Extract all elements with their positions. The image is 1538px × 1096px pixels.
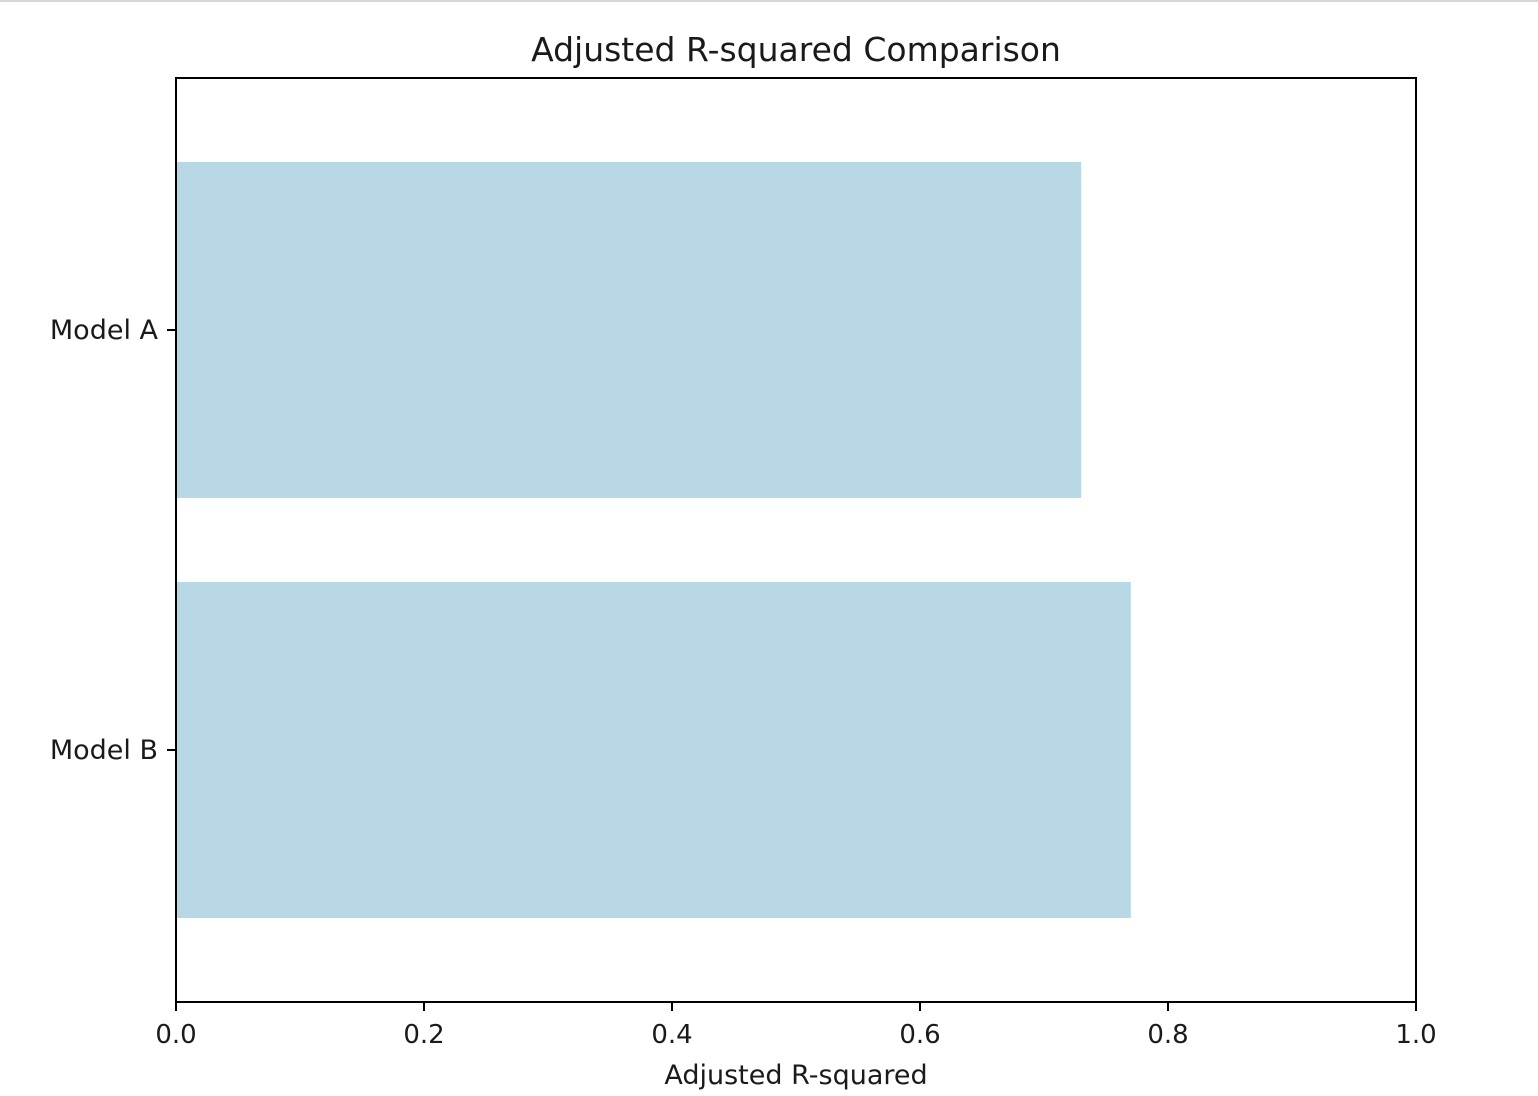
bar-model-b [176,582,1131,918]
x-tick-label: 0.6 [899,1020,940,1050]
x-tick-label: 0.4 [651,1020,692,1050]
x-tick-label: 0.0 [155,1020,196,1050]
x-axis-ticks: 0.0 0.2 0.4 0.6 0.8 1.0 [155,1002,1437,1050]
y-axis-ticks: Model A Model B [50,315,176,766]
top-border [0,0,1538,2]
x-tick-label: 0.2 [403,1020,444,1050]
x-tick-label: 0.8 [1147,1020,1188,1050]
x-axis-label: Adjusted R-squared [664,1060,927,1091]
y-tick-label: Model B [50,735,158,766]
bars-group [176,162,1131,918]
bar-model-a [176,162,1082,498]
x-tick-label: 1.0 [1395,1020,1436,1050]
y-tick-label: Model A [50,315,159,346]
plot-frame [175,77,1417,1003]
chart-title: Adjusted R-squared Comparison [531,30,1061,69]
